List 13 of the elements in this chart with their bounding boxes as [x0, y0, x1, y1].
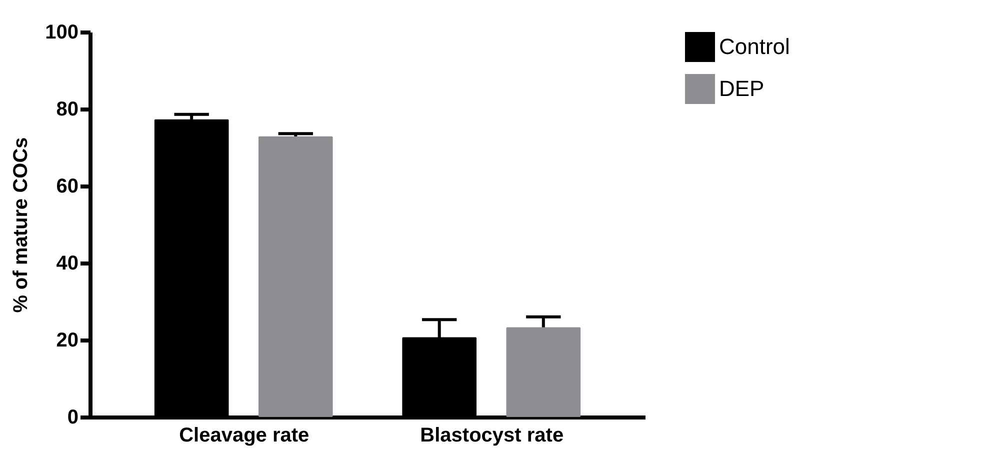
x-tick-label: Cleavage rate: [179, 424, 310, 446]
y-tick-label: 20: [56, 330, 78, 352]
y-tick-label: 40: [56, 252, 78, 274]
y-tick-label: 60: [56, 176, 78, 198]
legend-label: DEP: [719, 76, 764, 101]
legend-label: Control: [719, 34, 790, 59]
y-tick-label: 100: [45, 22, 78, 44]
y-axis-title: % of mature COCs: [10, 137, 32, 313]
y-tick-label: 0: [67, 406, 78, 428]
bar: [506, 327, 581, 417]
y-tick-label: 80: [56, 98, 78, 120]
x-tick-label: Blastocyst rate: [420, 424, 564, 446]
bar: [258, 136, 333, 417]
